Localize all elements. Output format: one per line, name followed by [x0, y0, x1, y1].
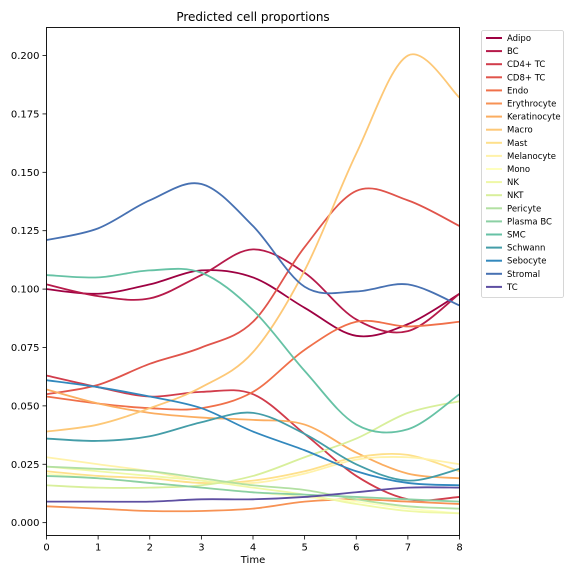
y-tick-label: 0.150: [11, 168, 40, 179]
legend-label-tc: TC: [506, 283, 518, 293]
legend-label-keratinocyte: Keratinocyte: [507, 113, 561, 123]
legend-label-macro: Macro: [507, 126, 533, 136]
series-line-adipo: [46, 269, 460, 338]
series-line-pericyte: [46, 465, 460, 510]
legend-label-bc: BC: [507, 47, 519, 57]
x-tick-label: 2: [147, 543, 153, 554]
x-tick-label: 7: [405, 543, 411, 554]
legend-label-plasma-bc: Plasma BC: [507, 217, 552, 227]
y-tick-label: 0.200: [11, 51, 40, 62]
legend-label-mast: Mast: [507, 139, 528, 149]
legend-label-nk: NK: [507, 178, 519, 188]
legend-label-schwann: Schwann: [507, 244, 545, 254]
legend-label-adipo: Adipo: [507, 34, 531, 44]
legend-label-pericyte: Pericyte: [507, 204, 541, 214]
legend-label-nkt: NKT: [507, 191, 524, 201]
series-line-bc: [46, 248, 461, 334]
series-line-smc: [46, 267, 461, 434]
series-line-tc: [46, 486, 460, 503]
legend-label-smc: SMC: [507, 231, 526, 241]
y-tick-label: 0.125: [11, 226, 40, 237]
chart-title: Predicted cell proportions: [176, 10, 329, 24]
plot-area: [46, 27, 461, 536]
series-line-keratinocyte: [46, 388, 460, 480]
y-tick-label: 0.100: [11, 285, 40, 296]
legend-items: Adipo BC CD4+ TC CD8+ TC Endo Erythrocyte Kera…: [486, 34, 561, 293]
series-line-sebocyte: [46, 379, 460, 487]
legend-label-cd4-tc: CD4+ TC: [507, 60, 545, 70]
legend-label-stromal: Stromal: [507, 270, 540, 280]
series-line-nkt: [46, 400, 460, 489]
series-line-nk: [46, 465, 460, 515]
y-tick-label: 0.175: [11, 109, 40, 120]
y-tick-label: 0.000: [11, 518, 40, 529]
series-layer: [46, 53, 461, 515]
legend-label-sebocyte: Sebocyte: [507, 257, 547, 267]
legend: Adipo BC CD4+ TC CD8+ TC Endo Erythrocyte Kera…: [481, 30, 564, 298]
x-axis: 0 1 2 3 4 5 6 7 8: [43, 535, 463, 554]
x-axis-title: Time: [240, 555, 265, 566]
x-tick-label: 4: [250, 543, 256, 554]
series-line-plasma-bc: [46, 475, 460, 503]
x-tick-label: 1: [95, 543, 101, 554]
series-line-erythrocyte: [46, 498, 460, 513]
legend-label-cd8-tc: CD8+ TC: [507, 73, 545, 83]
series-line-stromal: [46, 182, 460, 307]
series-line-mast: [46, 453, 460, 484]
x-tick-label: 0: [43, 543, 49, 554]
legend-label-endo: Endo: [507, 86, 528, 96]
legend-label-melanocyte: Melanocyte: [507, 152, 556, 162]
y-tick-label: 0.075: [11, 343, 40, 354]
y-axis: 0.000 0.025 0.050 0.075 0.100 0.125 0.150 0.175…: [11, 51, 47, 529]
x-tick-label: 8: [456, 543, 462, 554]
x-tick-label: 3: [198, 543, 204, 554]
x-tick-label: 5: [301, 543, 307, 554]
legend-label-mono: Mono: [507, 165, 530, 175]
series-line-cd8-tc: [46, 187, 460, 396]
series-line-cd4-tc: [46, 374, 460, 502]
y-tick-label: 0.050: [11, 401, 40, 412]
legend-frame: [481, 30, 564, 298]
series-line-endo: [46, 319, 460, 411]
series-line-macro: [46, 53, 461, 433]
plot-frame: [46, 27, 460, 536]
y-tick-label: 0.025: [11, 460, 40, 471]
series-line-melanocyte: [46, 456, 460, 485]
x-tick-label: 6: [353, 543, 359, 554]
series-line-schwann: [46, 411, 460, 482]
legend-label-erythrocyte: Erythrocyte: [507, 100, 556, 110]
